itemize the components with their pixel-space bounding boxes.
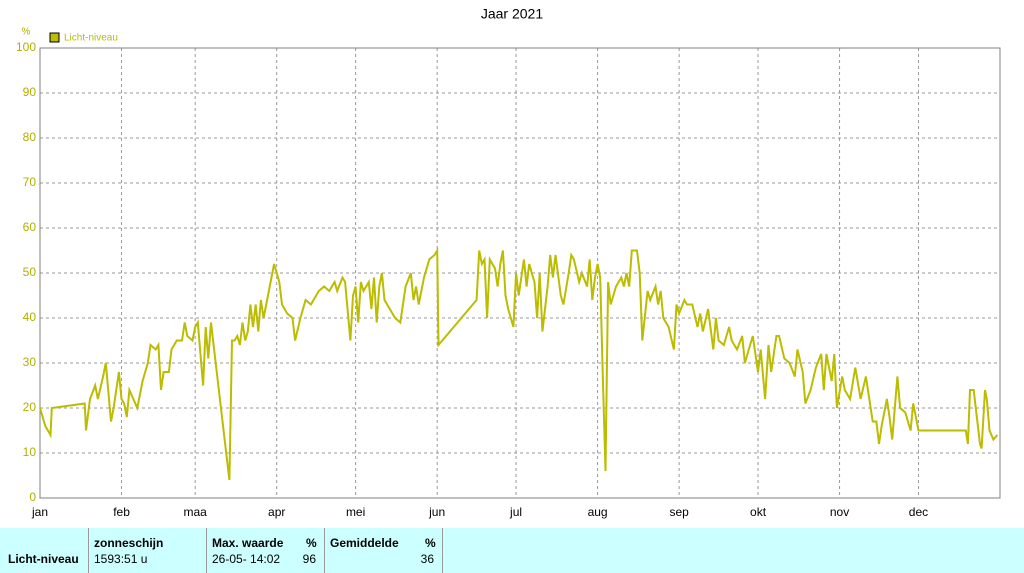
y-tick-label: 0: [29, 490, 36, 504]
chart: Jaar 2021 % 0 10 20 30 40 50 60 70 80 90 100 jan feb…: [16, 6, 1001, 519]
y-tick-label: 90: [23, 85, 37, 99]
x-tick-label: apr: [268, 505, 285, 519]
cell: 96: [302, 552, 316, 566]
chart-title: Jaar 2021: [481, 6, 543, 22]
header: Gemiddelde: [330, 536, 399, 550]
y-tick-label: 50: [23, 265, 37, 279]
y-tick-label: 10: [23, 445, 37, 459]
x-tick-label: jun: [428, 505, 445, 519]
y-tick-label: 70: [23, 175, 37, 189]
header: Max. waarde: [212, 536, 284, 550]
legend-swatch: [49, 32, 60, 43]
plot-border: [39, 47, 1001, 499]
y-tick-label: 100: [16, 40, 36, 54]
y-unit: %: [22, 27, 31, 38]
row-label: Licht-niveau: [8, 552, 79, 566]
cell: 36: [420, 552, 434, 566]
data-line: [39, 246, 999, 481]
x-tick-label: feb: [113, 505, 130, 519]
x-tick-label: jul: [509, 505, 522, 519]
stats-table: zonneschijn Max. waarde % Gemiddelde % L…: [0, 528, 1024, 573]
cell: 1593:51 u: [94, 552, 148, 566]
x-tick-label: jan: [31, 505, 48, 519]
x-tick-label: okt: [750, 505, 767, 519]
legend-label: Licht-niveau: [64, 33, 118, 44]
x-tick-label: maa: [184, 505, 208, 519]
x-tick-label: sep: [669, 505, 689, 519]
y-tick-label: 30: [23, 355, 37, 369]
x-tick-label: dec: [909, 505, 928, 519]
x-tick-label: mei: [346, 505, 365, 519]
x-tick-label: aug: [588, 505, 608, 519]
header: %: [306, 536, 317, 550]
header: zonneschijn: [94, 536, 164, 550]
x-tick-label: nov: [830, 505, 849, 519]
y-tick-label: 80: [23, 130, 37, 144]
y-tick-label: 40: [23, 310, 37, 324]
y-tick-label: 60: [23, 220, 37, 234]
header: %: [425, 536, 436, 550]
y-tick-label: 20: [23, 400, 37, 414]
cell: 26-05- 14:02: [212, 552, 281, 566]
